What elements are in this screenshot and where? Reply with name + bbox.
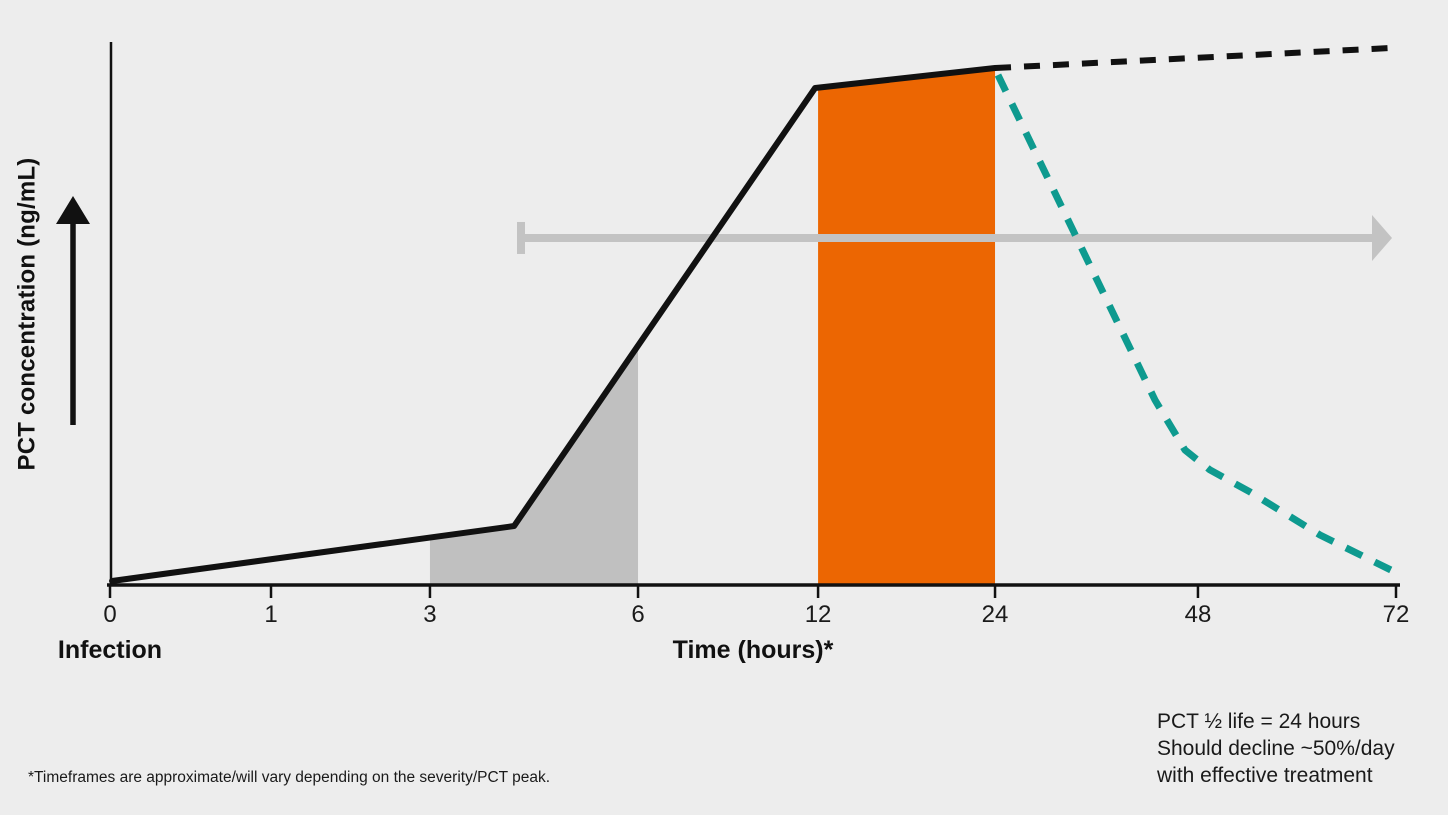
x-tick-label-6: 6 xyxy=(631,601,645,628)
x-tick-label-48: 48 xyxy=(1184,601,1212,628)
chart-generated-layers xyxy=(107,42,1400,598)
annotation-line-3: with effective treatment xyxy=(1157,764,1373,787)
pct-decline-dashed-curve xyxy=(994,73,1397,576)
x-axis-label: Time (hours)* xyxy=(672,636,834,664)
pct-persistent-dashed-projection xyxy=(994,45,1391,72)
half-life-annotation: PCT ½ life = 24 hours Should decline ~50… xyxy=(1157,708,1395,789)
y-axis-up-arrow-icon xyxy=(56,196,90,425)
gray-band-3-to-6h xyxy=(429,345,639,585)
annotation-line-2: Should decline ~50%/day xyxy=(1157,737,1395,760)
x-tick-label-12: 12 xyxy=(804,601,832,628)
footnote: *Timeframes are approximate/will vary de… xyxy=(28,769,551,786)
span-arrow-head-icon xyxy=(1372,214,1393,261)
x-tick-label-3: 3 xyxy=(423,601,437,628)
pct-rise-solid-curve xyxy=(109,65,999,584)
x-tick-label-0: 0 xyxy=(103,601,117,628)
annotation-line-1: PCT ½ life = 24 hours xyxy=(1157,710,1361,733)
x-origin-label: Infection xyxy=(57,636,163,664)
x-tick-label-72: 72 xyxy=(1382,601,1410,628)
x-tick-label-24: 24 xyxy=(981,601,1009,628)
x-tick-label-1: 1 xyxy=(264,601,278,628)
orange-band-12-to-24h xyxy=(818,68,996,585)
